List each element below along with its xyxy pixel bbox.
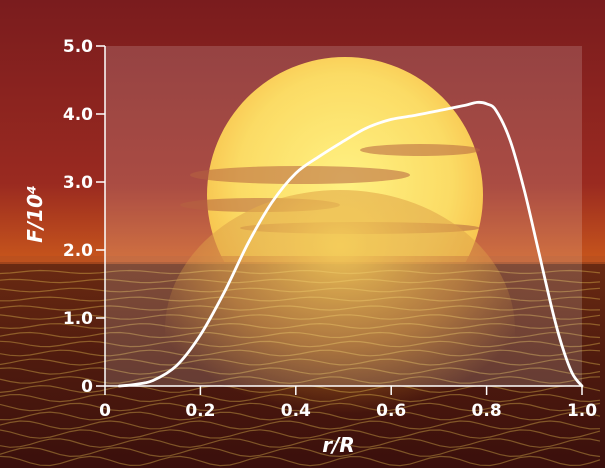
wave-line	[0, 429, 601, 439]
wave-line	[0, 402, 601, 412]
wave-line	[0, 349, 601, 357]
wave-line	[0, 340, 601, 348]
wave-ripples	[0, 269, 601, 467]
wave-line	[0, 314, 601, 320]
wave-line	[0, 305, 601, 311]
sun-reflection	[165, 190, 515, 468]
wave-line	[0, 367, 601, 375]
wave-line	[0, 296, 601, 302]
axes: 0 1.0 2.0 3.0 4.0 5.0 0 0.2 0.4 0.6 0.8 1.0	[63, 37, 597, 421]
wave-line	[0, 358, 601, 366]
x-tick-label: 1.0	[567, 401, 597, 421]
y-axis-title: F/10⁴	[23, 185, 47, 243]
plot-area	[105, 46, 582, 386]
wave-line	[0, 278, 601, 284]
y-axis-ticks: 0 1.0 2.0 3.0 4.0 5.0	[63, 37, 105, 397]
wave-line	[0, 393, 601, 403]
wave-line	[0, 287, 601, 293]
x-tick-label: 0.8	[472, 401, 502, 421]
wave-line	[0, 269, 601, 275]
wave-line	[0, 455, 601, 467]
y-tick-label: 1.0	[63, 309, 93, 329]
wave-line	[0, 376, 601, 384]
wave-line	[0, 411, 601, 421]
y-tick-label: 0	[81, 377, 93, 397]
x-tick-label: 0.6	[376, 401, 406, 421]
x-axis-title: r/R	[322, 433, 355, 457]
x-tick-label: 0	[99, 401, 111, 421]
wave-line	[0, 420, 601, 430]
wave-line	[0, 438, 601, 448]
x-tick-label: 0.4	[281, 401, 311, 421]
wave-line	[0, 322, 601, 330]
x-tick-label: 0.2	[185, 401, 215, 421]
y-tick-label: 3.0	[63, 173, 93, 193]
y-tick-label: 5.0	[63, 37, 93, 57]
x-axis-ticks: 0 0.2 0.4 0.6 0.8 1.0	[99, 386, 597, 421]
wave-line	[0, 446, 601, 458]
y-tick-label: 2.0	[63, 241, 93, 261]
y-tick-label: 4.0	[63, 105, 93, 125]
wave-line	[0, 331, 601, 339]
force-curve	[117, 100, 584, 388]
